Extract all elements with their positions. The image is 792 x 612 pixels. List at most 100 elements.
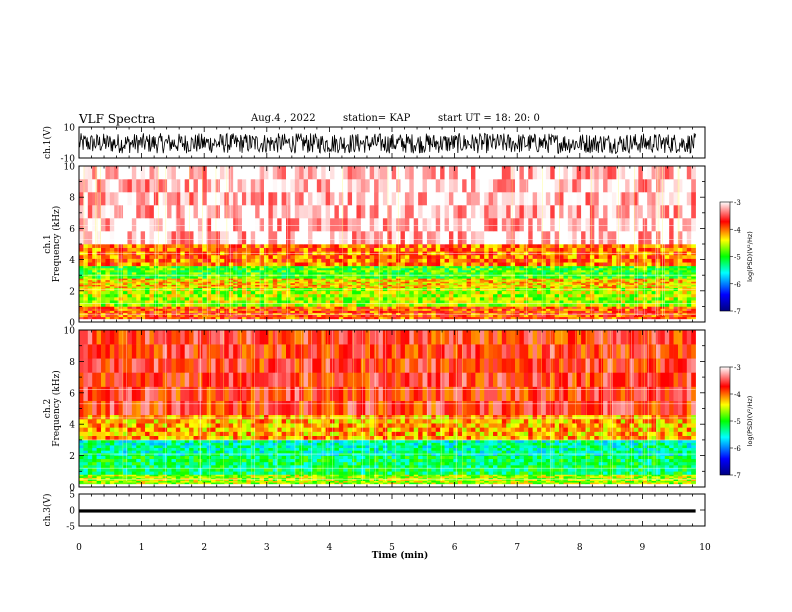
spectrogram-cell [219,254,225,259]
spectrogram-cell [356,308,362,311]
spectrogram-cell [259,290,265,295]
spectrogram-cell [316,283,322,285]
spectrogram-cell [563,279,569,282]
spectrogram-cell [664,310,670,313]
spectrogram-cell [250,279,256,282]
spectrogram-cell [391,231,397,245]
spectrogram-cell [193,290,199,295]
spectrogram-cell [259,276,265,279]
spectrogram-cell [506,290,511,295]
spectrogram-cell [453,218,459,232]
spectrogram-cell [673,254,679,259]
spectrogram-cell [440,244,445,248]
spectrogram-cell [105,308,111,311]
spectrogram-cell [585,281,591,284]
spectrogram-cell [479,265,485,269]
spectrogram-cell [308,179,313,193]
spectrogram-cell [435,265,441,269]
spectrogram-cell [594,272,600,275]
spectrogram-cell [277,316,282,320]
spectrogram-cell [470,293,476,298]
spectrogram-cell [625,262,630,267]
spectrogram-cell [299,279,304,282]
spectrogram-cell [316,306,322,309]
spectrogram-cell [448,279,454,282]
spectrogram-cell [378,279,384,282]
spectrogram-cell [250,293,256,298]
spectrogram-cell [259,278,265,281]
spectrogram-cell [528,279,533,282]
spectrogram-cell [607,244,613,248]
spectrogram-cell [184,179,190,193]
spectrogram-cell [585,314,591,318]
spectrogram-cell [682,303,688,307]
spectrogram-cell [493,312,498,316]
spectrogram-cell [435,312,441,316]
spectrogram-cell [453,310,459,313]
spectrogram-cell [374,303,379,307]
spectrogram-cell [149,279,155,282]
spectrogram-cell [109,279,115,282]
spectrogram-cell [691,276,696,279]
spectrogram-cell [559,192,564,206]
spectrogram-cell [647,218,652,232]
spectrogram-cell [651,267,657,271]
spectrogram-cell [655,278,661,281]
spectrogram-cell [136,244,141,248]
spectrogram-cell [109,231,115,245]
spectrogram-cell [651,279,657,282]
spectrogram-cell [515,262,520,267]
spectrogram-cell [312,284,318,287]
spectrogram-cell [382,308,388,311]
spectrogram-cell [162,276,168,279]
spectrogram-cell [576,290,582,295]
spectrogram-cell [686,300,692,304]
spectrogram-cell [334,244,340,248]
spectrogram-cell [215,293,221,298]
spectrogram-cell [532,231,538,245]
spectrogram-cell [308,258,313,263]
spectrogram-cell [519,316,525,320]
spectrogram-cell [669,244,674,248]
spectrogram-cell [96,247,102,252]
spectrogram-cell [572,262,577,267]
spectrogram-cell [391,314,397,318]
spectrogram-cell [642,270,648,273]
spectrogram-cell [510,244,516,248]
spectrogram-cell [576,303,582,307]
spectrogram-cell [462,312,467,316]
spectrogram-cell [620,258,626,263]
spectrogram-cell [620,283,626,285]
spectrogram-cell [466,279,472,282]
spectrogram-cell [475,272,481,275]
spectrogram-cell [444,316,450,320]
spectrogram-cell [470,179,476,193]
spectrogram-cell [682,293,688,298]
spectrogram-cell [338,278,344,281]
spectrogram-cell [233,293,238,298]
spectrogram-cell [431,316,437,320]
spectrogram-cell [101,254,106,259]
spectrogram-cell [189,265,194,269]
spectrogram-cell [241,258,247,263]
spectrogram-cell [497,284,503,287]
spectrogram-cell [281,272,287,275]
spectrogram-cell [263,281,269,284]
spectrogram-cell [114,270,119,273]
spectrogram-cell [409,258,415,263]
spectrogram-cell [255,300,260,304]
spectrogram-cell [479,279,485,282]
spectrogram-cell [484,279,489,282]
spectrogram-cell [497,218,503,232]
spectrogram-cell [475,279,481,282]
spectrogram-cell [316,286,322,288]
spectrogram-cell [585,205,591,219]
spectrogram-cell [206,279,212,282]
spectrogram-cell [325,281,331,284]
spectrogram-cell [506,279,511,282]
spectrogram-cell [382,290,388,295]
spectrogram-cell [488,293,494,298]
spectrogram-cell [453,262,459,267]
spectrogram-cell [202,286,208,288]
spectrogram-cell [180,254,185,259]
